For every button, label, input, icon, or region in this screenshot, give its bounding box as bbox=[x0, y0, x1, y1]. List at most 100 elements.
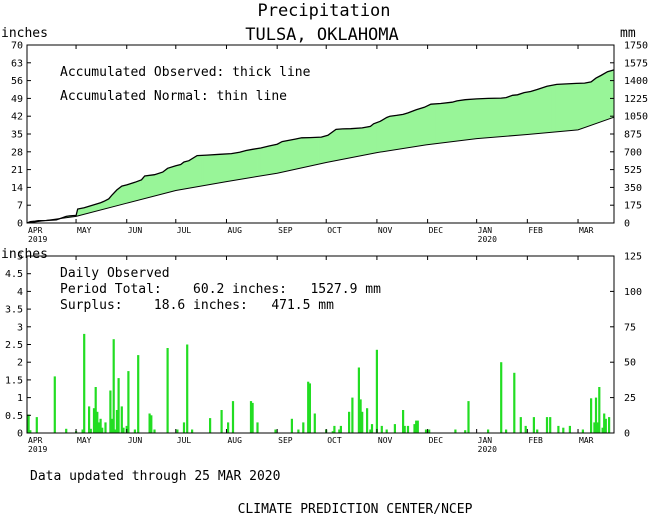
daily-bar bbox=[53, 376, 56, 433]
difference-fill-segment bbox=[461, 99, 464, 141]
difference-fill-segment bbox=[555, 84, 558, 132]
difference-fill-segment bbox=[578, 83, 581, 130]
difference-fill-segment bbox=[131, 182, 134, 202]
daily-bar bbox=[251, 402, 254, 433]
daily-bar bbox=[532, 417, 535, 433]
difference-fill-segment bbox=[162, 170, 165, 194]
difference-fill-segment bbox=[421, 107, 424, 146]
difference-fill-segment bbox=[295, 138, 298, 170]
difference-fill-segment bbox=[90, 205, 93, 213]
y-right-tick-label: 25 bbox=[624, 393, 636, 404]
difference-fill-segment bbox=[185, 161, 188, 189]
daily-bar bbox=[403, 425, 406, 433]
difference-fill-segment bbox=[167, 167, 170, 193]
difference-fill-segment bbox=[524, 92, 527, 135]
difference-fill-segment bbox=[270, 145, 273, 175]
difference-fill-segment bbox=[345, 128, 348, 159]
difference-fill-segment bbox=[393, 115, 396, 151]
daily-bar bbox=[545, 417, 549, 433]
month-label: DEC bbox=[429, 436, 444, 445]
difference-fill-segment bbox=[110, 195, 113, 208]
difference-fill-segment bbox=[378, 121, 381, 153]
difference-fill-segment bbox=[589, 81, 592, 126]
difference-fill-segment bbox=[123, 185, 126, 205]
difference-fill-segment bbox=[126, 184, 129, 204]
daily-bar bbox=[104, 422, 107, 433]
daily-bar bbox=[166, 348, 169, 433]
difference-fill-segment bbox=[267, 145, 270, 175]
daily-bar bbox=[581, 429, 584, 433]
daily-bar bbox=[562, 427, 565, 433]
difference-fill-segment bbox=[527, 91, 530, 135]
difference-fill-segment bbox=[321, 136, 324, 164]
daily-bar bbox=[428, 429, 431, 433]
daily-bar bbox=[568, 425, 571, 433]
difference-fill-segment bbox=[290, 139, 293, 171]
difference-fill-segment bbox=[409, 111, 412, 148]
difference-fill-segment bbox=[200, 155, 203, 187]
difference-fill-segment bbox=[545, 86, 548, 133]
daily-bar bbox=[596, 422, 599, 433]
difference-fill-segment bbox=[457, 100, 460, 142]
difference-fill-segment bbox=[478, 98, 481, 139]
difference-fill-segment bbox=[94, 204, 97, 212]
difference-fill-segment bbox=[79, 208, 82, 216]
difference-fill-segment bbox=[180, 163, 183, 190]
bottom-title: Daily Observed bbox=[60, 266, 170, 281]
difference-fill-segment bbox=[130, 183, 133, 203]
difference-fill-segment bbox=[372, 123, 375, 154]
difference-fill-segment bbox=[314, 137, 317, 165]
daily-bar bbox=[92, 408, 96, 433]
daily-bar bbox=[88, 406, 91, 433]
surplus: Surplus: 18.6 inches: 471.5 mm bbox=[60, 298, 334, 313]
daily-bar bbox=[109, 390, 112, 433]
difference-fill-segment bbox=[496, 98, 499, 138]
daily-bar bbox=[81, 429, 84, 433]
difference-fill-segment bbox=[520, 93, 523, 136]
difference-fill-segment bbox=[476, 98, 479, 139]
difference-fill-segment bbox=[208, 154, 211, 185]
difference-fill-segment bbox=[80, 208, 83, 216]
month-label: AUG bbox=[227, 436, 242, 445]
difference-fill-segment bbox=[501, 97, 504, 137]
difference-fill-segment bbox=[597, 76, 600, 123]
difference-fill-segment bbox=[203, 155, 206, 186]
difference-fill-segment bbox=[138, 180, 141, 201]
difference-fill-segment bbox=[385, 117, 388, 152]
daily-bar bbox=[27, 414, 30, 433]
difference-fill-segment bbox=[251, 149, 254, 178]
daily-bar bbox=[256, 422, 259, 433]
daily-bar bbox=[290, 418, 293, 433]
difference-fill-segment bbox=[592, 79, 595, 125]
difference-fill-segment bbox=[228, 153, 231, 182]
difference-fill-segment bbox=[89, 205, 92, 213]
difference-fill-segment bbox=[587, 82, 590, 127]
difference-fill-segment bbox=[336, 129, 339, 161]
difference-fill-segment bbox=[424, 106, 427, 146]
y-tick-label: 3 bbox=[17, 322, 23, 333]
difference-fill-segment bbox=[376, 121, 379, 153]
difference-fill-segment bbox=[334, 129, 337, 161]
difference-fill-segment bbox=[205, 155, 208, 186]
difference-fill-segment bbox=[98, 202, 101, 211]
difference-fill-segment bbox=[355, 128, 358, 157]
difference-fill-segment bbox=[434, 103, 437, 144]
difference-fill-segment bbox=[218, 154, 221, 183]
difference-fill-segment bbox=[514, 95, 517, 136]
difference-fill-segment bbox=[229, 153, 232, 182]
difference-fill-segment bbox=[564, 83, 567, 132]
difference-fill-segment bbox=[537, 88, 540, 134]
difference-fill-segment bbox=[586, 82, 589, 128]
difference-fill-segment bbox=[306, 137, 309, 167]
daily-bar bbox=[348, 411, 351, 433]
difference-fill-segment bbox=[344, 128, 347, 159]
difference-fill-segment bbox=[546, 85, 549, 133]
daily-bar bbox=[366, 408, 369, 433]
daily-bar bbox=[333, 425, 336, 433]
month-label: MAR bbox=[579, 436, 594, 445]
month-label: MAY bbox=[77, 436, 92, 445]
difference-fill-segment bbox=[213, 154, 216, 184]
daily-bar bbox=[413, 424, 416, 433]
daily-bar bbox=[594, 397, 598, 433]
y-tick-label: 0.5 bbox=[5, 411, 23, 422]
